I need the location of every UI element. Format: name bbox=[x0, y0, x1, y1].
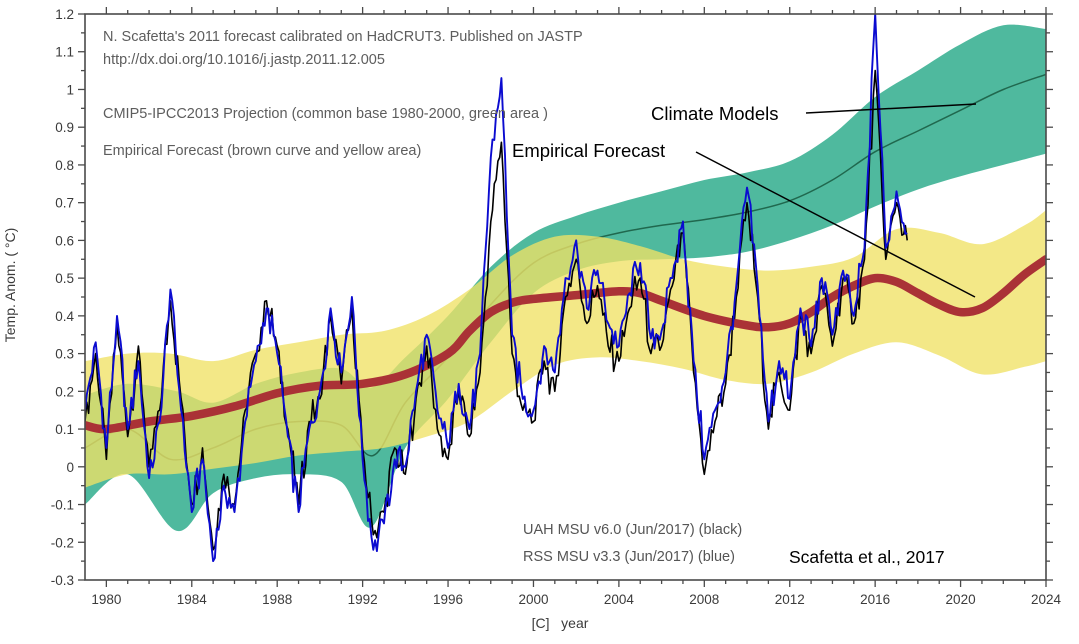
y-tick-label: 1 bbox=[66, 82, 74, 97]
y-tick-label: 1.1 bbox=[55, 45, 74, 60]
x-tick-label: 1980 bbox=[91, 592, 121, 607]
callout-climate-models-label: Climate Models bbox=[651, 103, 779, 124]
legend-rss-label: RSS MSU v3.3 (Jun/2017) (blue) bbox=[523, 549, 735, 565]
x-axis-title: [C] year bbox=[532, 615, 589, 631]
y-tick-label: 0.3 bbox=[55, 347, 74, 362]
legend-uah-label: UAH MSU v6.0 (Jun/2017) (black) bbox=[523, 522, 742, 538]
y-tick-label: 0 bbox=[66, 460, 74, 475]
y-tick-label: 1.2 bbox=[55, 7, 74, 22]
data-series bbox=[85, 14, 1046, 563]
annotation-doi-url: http://dx.doi.org/10.1016/j.jastp.2011.1… bbox=[103, 52, 385, 68]
x-tick-label: 1984 bbox=[177, 592, 208, 607]
callout-empirical-forecast-label: Empirical Forecast bbox=[512, 140, 665, 161]
y-tick-label: -0.1 bbox=[51, 498, 74, 513]
x-tick-label: 2016 bbox=[860, 592, 890, 607]
x-tick-label: 1992 bbox=[348, 592, 378, 607]
confidence-bands bbox=[85, 24, 1046, 532]
x-tick-label: 2008 bbox=[689, 592, 719, 607]
y-axis-title: Temp. Anom. ( °C) bbox=[2, 228, 18, 343]
annotation-header-line1: N. Scafetta's 2011 forecast calibrated o… bbox=[103, 29, 583, 45]
credit-label: Scafetta et al., 2017 bbox=[789, 547, 945, 567]
empirical-forecast-callout-line bbox=[695, 151, 976, 298]
rss-series-line bbox=[85, 14, 908, 563]
annotation-empirical: Empirical Forecast (brown curve and yell… bbox=[103, 143, 421, 159]
x-tick-label: 2012 bbox=[775, 592, 805, 607]
x-tick-label: 2004 bbox=[604, 592, 635, 607]
axis-tick-labels: 1980 1984 1988 1992 1996 2000 2004 2008 2012 2016… bbox=[51, 7, 1062, 607]
y-tick-label: -0.2 bbox=[51, 535, 74, 550]
empirical-forecast-curve bbox=[85, 255, 1046, 434]
y-tick-label: -0.3 bbox=[51, 573, 74, 588]
x-tick-label: 2000 bbox=[518, 592, 548, 607]
x-tick-label: 1996 bbox=[433, 592, 463, 607]
x-tick-label: 2020 bbox=[946, 592, 976, 607]
y-tick-label: 0.1 bbox=[55, 422, 74, 437]
y-tick-label: 0.5 bbox=[55, 271, 74, 286]
y-tick-label: 0.4 bbox=[55, 309, 74, 324]
axis-ticks bbox=[78, 7, 1053, 587]
y-tick-label: 0.6 bbox=[55, 233, 74, 248]
x-tick-label: 1988 bbox=[262, 592, 292, 607]
y-tick-label: 0.7 bbox=[55, 196, 74, 211]
annotation-cmip5: CMIP5-IPCC2013 Projection (common base 1… bbox=[103, 106, 548, 122]
y-tick-label: 0.9 bbox=[55, 120, 74, 135]
yellow-forecast-band bbox=[85, 210, 1046, 488]
x-tick-label: 2024 bbox=[1031, 592, 1062, 607]
y-tick-label: 0.8 bbox=[55, 158, 74, 173]
y-tick-label: 0.2 bbox=[55, 384, 74, 399]
climate-models-callout-line bbox=[805, 103, 977, 114]
